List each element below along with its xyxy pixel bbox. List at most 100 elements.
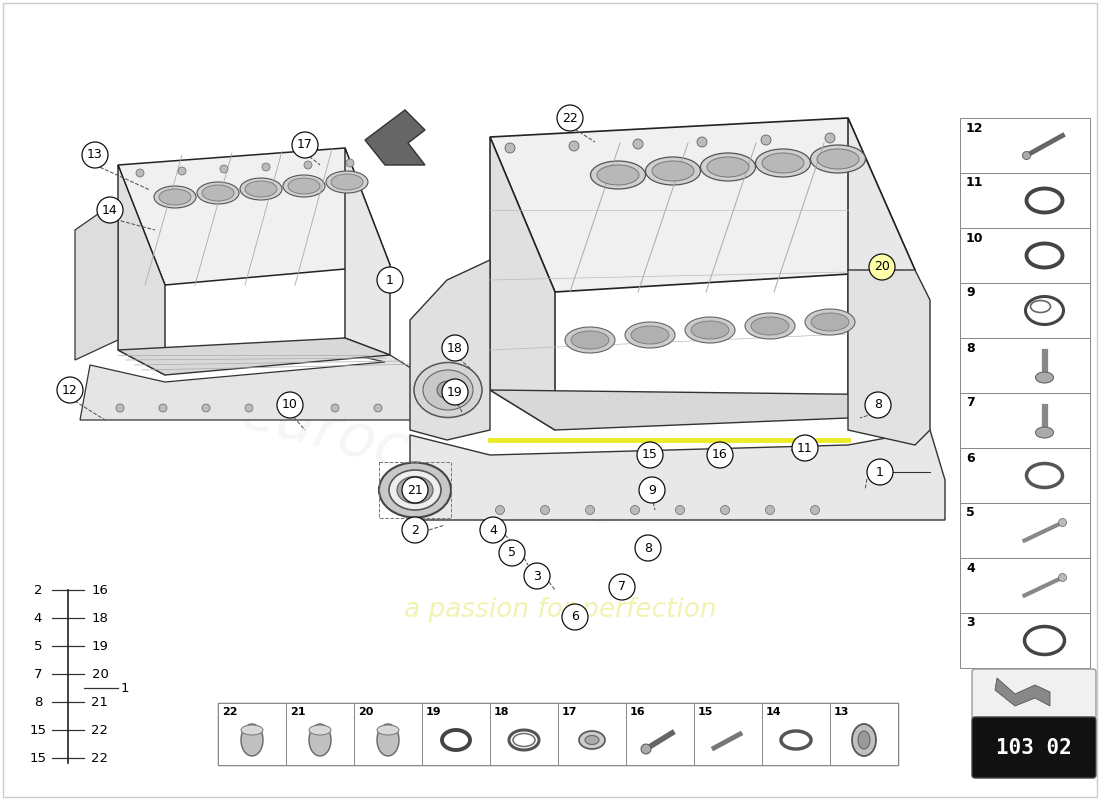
Text: 7: 7	[966, 397, 975, 410]
Ellipse shape	[745, 313, 795, 339]
Circle shape	[245, 404, 253, 412]
Circle shape	[402, 517, 428, 543]
FancyBboxPatch shape	[218, 703, 286, 765]
Ellipse shape	[414, 362, 482, 418]
Text: 21: 21	[290, 707, 306, 717]
Text: 2: 2	[411, 523, 419, 537]
Ellipse shape	[646, 157, 701, 185]
FancyBboxPatch shape	[490, 703, 558, 765]
Polygon shape	[490, 118, 915, 292]
Circle shape	[766, 506, 774, 514]
Circle shape	[160, 404, 167, 412]
FancyBboxPatch shape	[960, 393, 1090, 448]
Polygon shape	[345, 148, 390, 355]
FancyBboxPatch shape	[960, 283, 1090, 338]
Text: 9: 9	[648, 483, 656, 497]
Circle shape	[178, 167, 186, 175]
Circle shape	[331, 404, 339, 412]
Circle shape	[499, 540, 525, 566]
Circle shape	[377, 267, 403, 293]
Polygon shape	[75, 200, 118, 360]
Ellipse shape	[288, 178, 320, 194]
Ellipse shape	[1035, 372, 1054, 383]
FancyBboxPatch shape	[830, 703, 898, 765]
FancyBboxPatch shape	[960, 173, 1090, 228]
Polygon shape	[410, 430, 945, 520]
Circle shape	[116, 404, 124, 412]
Text: 18: 18	[494, 707, 509, 717]
Polygon shape	[490, 137, 556, 430]
Text: 22: 22	[222, 707, 238, 717]
Circle shape	[720, 506, 729, 514]
Text: 17: 17	[562, 707, 578, 717]
Ellipse shape	[762, 153, 804, 173]
Text: 22: 22	[91, 751, 109, 765]
Text: 4: 4	[966, 562, 975, 574]
Text: 11: 11	[966, 177, 983, 190]
FancyBboxPatch shape	[960, 448, 1090, 503]
Circle shape	[869, 254, 895, 280]
Polygon shape	[80, 338, 430, 420]
Ellipse shape	[701, 153, 756, 181]
Ellipse shape	[571, 331, 609, 349]
Ellipse shape	[707, 157, 749, 177]
Circle shape	[641, 744, 651, 754]
Circle shape	[1058, 518, 1067, 526]
Circle shape	[632, 139, 644, 149]
Polygon shape	[118, 165, 165, 375]
FancyBboxPatch shape	[286, 703, 354, 765]
Text: 16: 16	[712, 449, 728, 462]
Circle shape	[540, 506, 550, 514]
Ellipse shape	[437, 381, 459, 399]
Ellipse shape	[858, 731, 870, 749]
Text: 22: 22	[91, 723, 109, 737]
Text: 18: 18	[91, 611, 109, 625]
Text: 18: 18	[447, 342, 463, 354]
Circle shape	[442, 379, 468, 405]
Ellipse shape	[202, 185, 234, 201]
Text: 7: 7	[34, 667, 42, 681]
Polygon shape	[118, 148, 390, 285]
Ellipse shape	[377, 725, 399, 735]
Circle shape	[505, 143, 515, 153]
Circle shape	[346, 159, 354, 167]
Circle shape	[262, 163, 270, 171]
Text: 17: 17	[297, 138, 312, 151]
Circle shape	[811, 506, 819, 514]
Ellipse shape	[197, 182, 239, 204]
Ellipse shape	[283, 175, 324, 197]
FancyBboxPatch shape	[972, 669, 1096, 719]
Text: 8: 8	[644, 542, 652, 554]
FancyBboxPatch shape	[960, 613, 1090, 668]
Ellipse shape	[326, 171, 368, 193]
Ellipse shape	[579, 731, 605, 749]
Polygon shape	[996, 678, 1050, 706]
Text: 12: 12	[62, 383, 78, 397]
Text: 3: 3	[534, 570, 541, 582]
Circle shape	[1058, 574, 1067, 582]
Ellipse shape	[245, 181, 277, 197]
FancyBboxPatch shape	[626, 703, 694, 765]
Text: 8: 8	[874, 398, 882, 411]
Ellipse shape	[751, 317, 789, 335]
Ellipse shape	[597, 165, 639, 185]
Circle shape	[825, 133, 835, 143]
Ellipse shape	[160, 189, 191, 205]
Ellipse shape	[805, 309, 855, 335]
Text: 3: 3	[966, 617, 975, 630]
Ellipse shape	[685, 317, 735, 343]
Text: 19: 19	[91, 639, 109, 653]
Ellipse shape	[424, 370, 473, 410]
Circle shape	[57, 377, 82, 403]
Text: 6: 6	[571, 610, 579, 623]
Ellipse shape	[817, 149, 859, 169]
Text: 2: 2	[34, 583, 42, 597]
FancyBboxPatch shape	[218, 703, 898, 765]
Text: 11: 11	[798, 442, 813, 454]
Circle shape	[374, 404, 382, 412]
Polygon shape	[365, 110, 425, 165]
Ellipse shape	[691, 321, 729, 339]
Circle shape	[639, 477, 665, 503]
Text: 20: 20	[91, 667, 109, 681]
Circle shape	[675, 506, 684, 514]
